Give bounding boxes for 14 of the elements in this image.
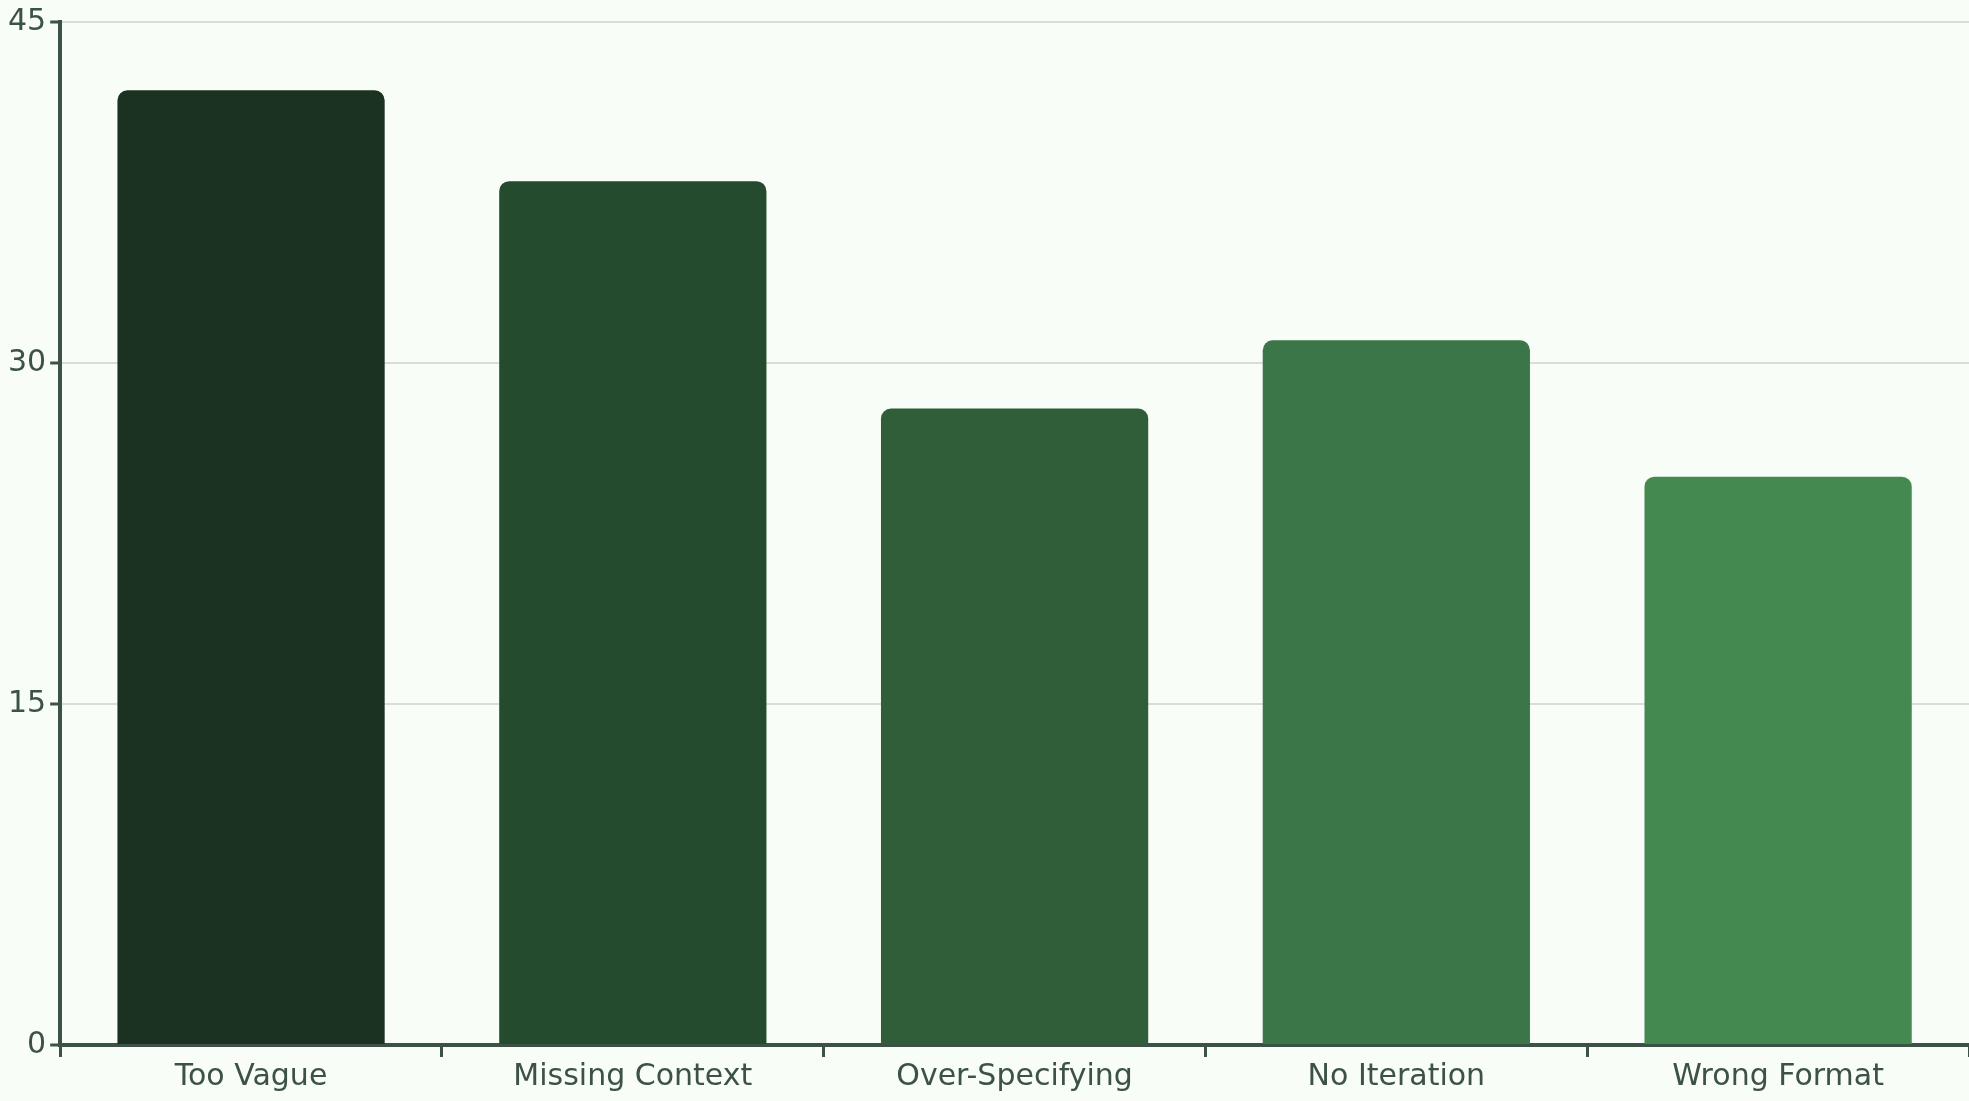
x-tick-label: Missing Context — [513, 1056, 753, 1092]
x-tick-label: Too Vague — [173, 1056, 328, 1092]
bar — [117, 90, 385, 1044]
y-tick-label: 30 — [7, 342, 47, 378]
bar — [1644, 476, 1912, 1044]
x-tick-label: Over-Specifying — [896, 1056, 1133, 1092]
bar — [880, 408, 1149, 1044]
y-tick-label: 0 — [27, 1024, 47, 1060]
y-tick-label: 15 — [7, 683, 47, 719]
bar — [1262, 340, 1530, 1044]
y-tick-label: 45 — [7, 1, 47, 37]
x-tick-label: No Iteration — [1307, 1056, 1486, 1092]
bar — [499, 181, 767, 1044]
x-tick-label: Wrong Format — [1672, 1056, 1885, 1092]
